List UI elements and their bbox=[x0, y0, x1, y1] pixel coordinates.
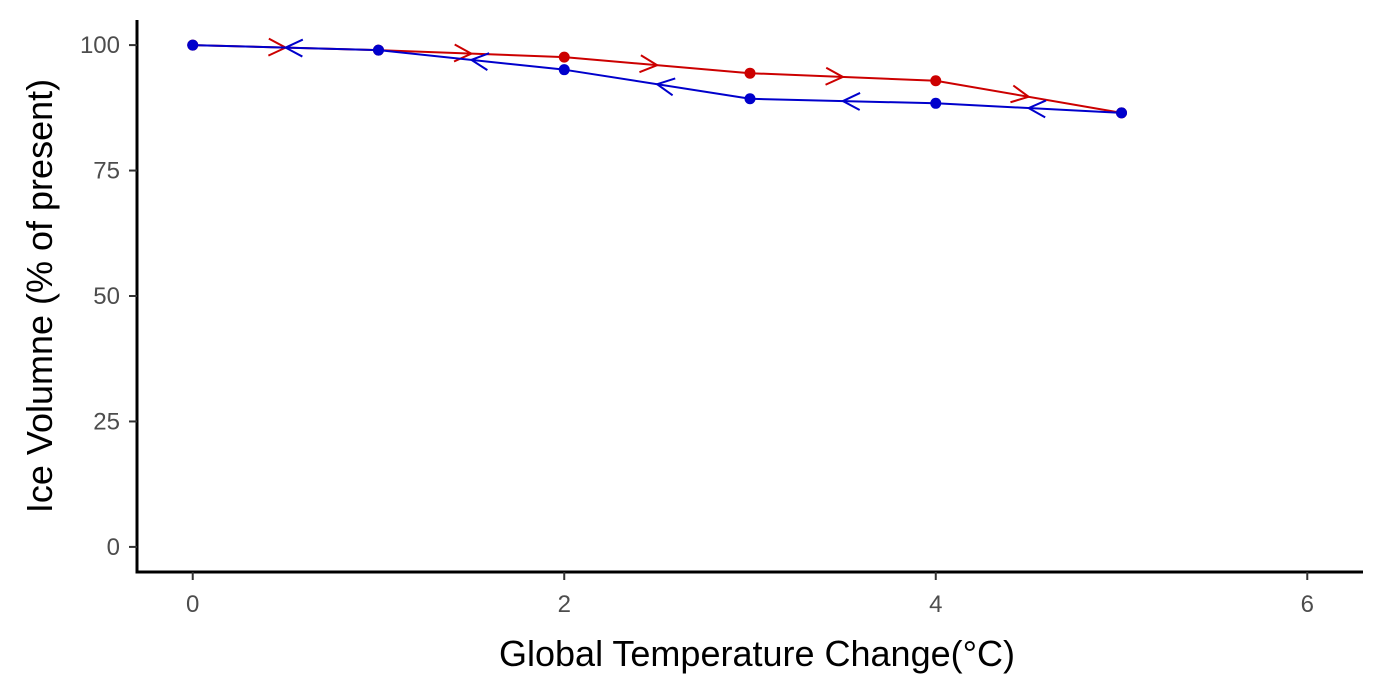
y-tick-label: 50 bbox=[93, 283, 120, 310]
y-tick-label: 0 bbox=[107, 534, 120, 561]
series-1 bbox=[187, 38, 1128, 119]
direction-arrow bbox=[469, 52, 490, 71]
data-point bbox=[558, 51, 570, 63]
series-line bbox=[192, 44, 1122, 114]
data-point bbox=[558, 64, 570, 76]
data-point bbox=[930, 97, 942, 109]
series bbox=[187, 37, 1128, 119]
y-tick-label: 100 bbox=[80, 32, 120, 59]
direction-arrow bbox=[840, 92, 861, 111]
data-point bbox=[744, 93, 756, 105]
x-tick-label: 6 bbox=[1301, 591, 1314, 618]
y-axis-title: Ice Volumne (% of present) bbox=[19, 79, 60, 513]
direction-arrow bbox=[1026, 99, 1047, 119]
direction-arrow bbox=[1010, 84, 1031, 104]
data-point bbox=[744, 67, 756, 79]
series-line bbox=[192, 44, 1122, 114]
direction-arrow bbox=[639, 54, 660, 74]
ticks: 0 2 4 6 0 25 50 75 100 bbox=[80, 32, 1314, 618]
direction-arrow bbox=[283, 38, 304, 58]
y-tick-label: 75 bbox=[93, 158, 120, 185]
direction-arrow bbox=[654, 77, 676, 97]
x-tick-label: 0 bbox=[186, 591, 199, 618]
data-point bbox=[930, 75, 942, 87]
x-tick-label: 2 bbox=[558, 591, 571, 618]
y-tick-label: 25 bbox=[93, 408, 120, 435]
data-point bbox=[1116, 107, 1128, 119]
direction-arrow bbox=[825, 66, 846, 86]
x-axis-title: Global Temperature Change(°C) bbox=[499, 633, 1015, 674]
x-tick-label: 4 bbox=[929, 591, 942, 618]
data-point bbox=[187, 39, 199, 51]
data-point bbox=[372, 44, 384, 56]
